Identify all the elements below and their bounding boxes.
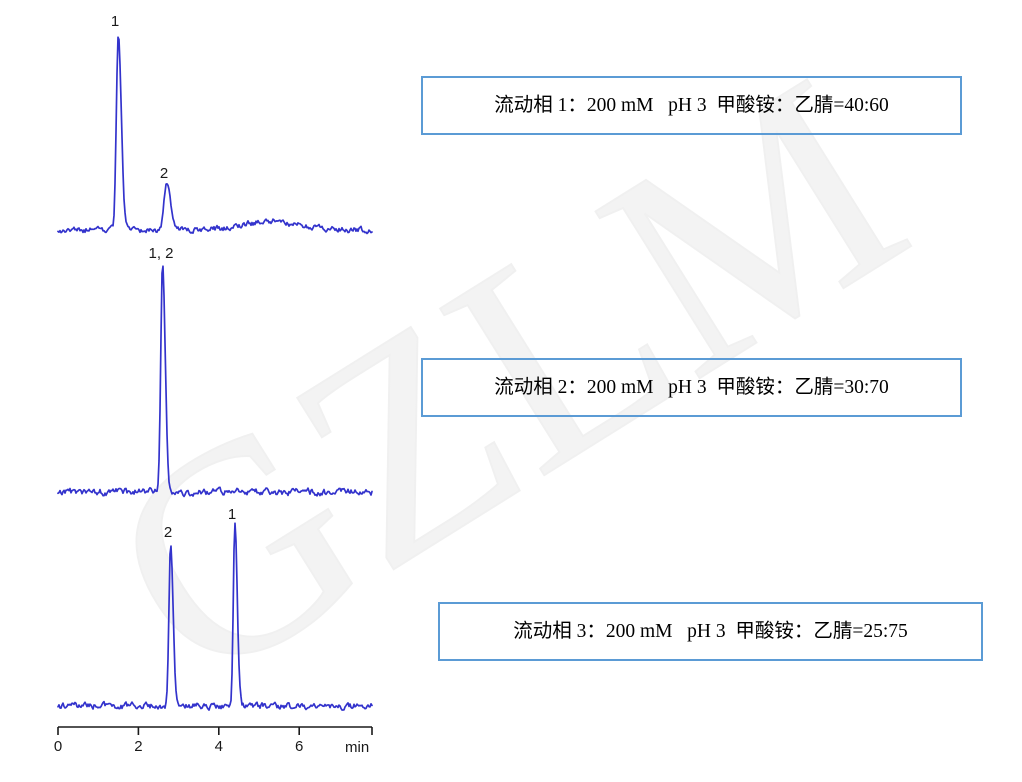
- axis-tick-label-6: 6: [295, 738, 303, 755]
- callout-text-mobile-phase-3: 流动相 3：200 mM pH 3 甲酸铵：乙腈=25:75: [513, 620, 908, 642]
- trace-line-2: [57, 265, 373, 498]
- callout-box-mobile-phase-3: 流动相 3：200 mM pH 3 甲酸铵：乙腈=25:75: [438, 602, 983, 661]
- peak-label-t2-p1: 1, 2: [148, 245, 173, 262]
- peak-label-t3-p1: 1: [228, 506, 236, 523]
- peak-label-t1-p1: 1: [111, 13, 119, 30]
- axis-tick-label-2: 2: [134, 738, 142, 755]
- peak-label-t3-p2: 2: [164, 524, 172, 541]
- x-axis: 0 2 4 6 min: [54, 726, 373, 756]
- axis-unit-label: min: [345, 739, 369, 756]
- trace-line-1: [57, 36, 373, 235]
- chromatogram-trace-1: 1 2: [57, 13, 373, 235]
- callout-box-mobile-phase-1: 流动相 1：200 mM pH 3 甲酸铵：乙腈=40:60: [421, 76, 962, 135]
- chromatogram-trace-3: 2 1: [57, 506, 373, 711]
- chromatogram-panel: 1 2 1, 2 2 1 0 2 4 6 min: [54, 13, 373, 756]
- callout-text-mobile-phase-2: 流动相 2：200 mM pH 3 甲酸铵：乙腈=30:70: [494, 376, 889, 398]
- chromatogram-trace-2: 1, 2: [57, 245, 373, 498]
- axis-tick-labels: 0 2 4 6: [54, 738, 304, 755]
- trace-line-3: [57, 522, 373, 711]
- peak-label-t1-p2: 2: [160, 165, 168, 182]
- axis-tick-label-4: 4: [215, 738, 223, 755]
- axis-tick-label-0: 0: [54, 738, 62, 755]
- callout-text-mobile-phase-1: 流动相 1：200 mM pH 3 甲酸铵：乙腈=40:60: [494, 94, 889, 116]
- axis-line: [57, 726, 373, 735]
- callout-box-mobile-phase-2: 流动相 2：200 mM pH 3 甲酸铵：乙腈=30:70: [421, 358, 962, 417]
